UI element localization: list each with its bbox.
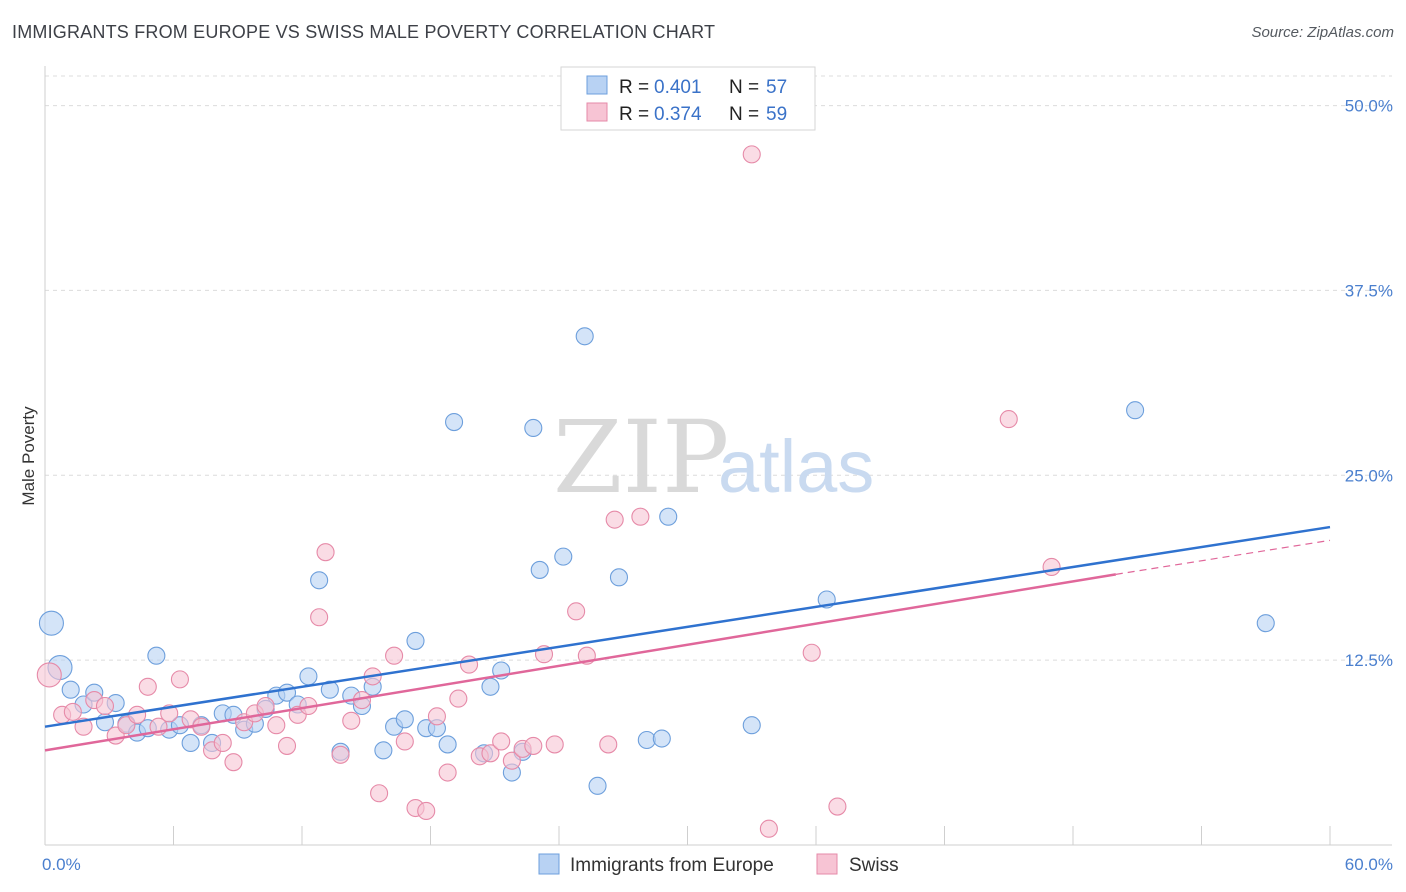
europe-point [588, 776, 607, 795]
europe-point [652, 729, 671, 748]
watermark-atlas: atlas [718, 425, 874, 508]
swiss-point [828, 797, 847, 816]
swiss-trend-extension [1115, 539, 1331, 575]
europe-point [530, 560, 549, 579]
series-name-2: Swiss [849, 855, 899, 876]
swiss-point [395, 732, 414, 751]
swiss-point [316, 543, 335, 562]
x-tick-label-1: 60.0% [1345, 855, 1393, 874]
grid [45, 75, 1392, 661]
legend-n-value-2: 59 [766, 104, 787, 125]
legend-n-label-1: N = [729, 77, 759, 98]
swiss-point [492, 732, 511, 751]
swiss-point [277, 736, 297, 755]
europe-point [637, 730, 656, 750]
swiss-point [802, 643, 821, 662]
swiss-point [1042, 557, 1061, 577]
swiss-point [599, 735, 618, 754]
x-tick-label-0: 0.0% [42, 855, 81, 874]
europe-point [554, 547, 573, 566]
watermark-zip: ZIP [553, 399, 729, 516]
y-tick-label-2: 37.5% [1345, 281, 1393, 300]
axes: 12.5% 25.0% 37.5% 50.0% 0.0% 60.0% [42, 66, 1393, 874]
swiss-point [138, 677, 157, 696]
europe-point [38, 610, 64, 636]
legend-swatch-pink [586, 102, 608, 122]
europe-point [61, 680, 80, 699]
swiss-point [567, 602, 586, 621]
watermark: ZIP atlas [553, 399, 874, 516]
legend-n-value-1: 57 [766, 77, 787, 98]
trend-lines [44, 525, 1331, 752]
europe-point [445, 412, 464, 432]
europe-point [374, 741, 393, 760]
series-swatch-blue [538, 853, 560, 875]
europe-point [742, 716, 761, 735]
swiss-point [267, 716, 286, 735]
europe-point [395, 710, 414, 729]
legend-r-label-1: R = [619, 77, 649, 98]
swiss-point [331, 745, 350, 764]
swiss-trend-line [44, 573, 1117, 752]
europe-point [659, 507, 678, 526]
europe-point [310, 571, 329, 590]
swiss-point [524, 736, 543, 755]
swiss-point [370, 784, 389, 803]
swiss-point [417, 801, 436, 821]
correlation-legend: R = 0.401 N = 57 R = 0.374 N = 59 [560, 66, 816, 131]
europe-trend-line [44, 525, 1331, 728]
europe-point [438, 735, 457, 754]
swiss-point [342, 711, 361, 730]
swiss-point [742, 145, 761, 164]
series-swatch-pink [816, 853, 838, 875]
swiss-point [170, 670, 189, 689]
swiss-point [213, 733, 232, 753]
y-tick-label-1: 25.0% [1345, 466, 1393, 485]
europe-point [575, 327, 594, 346]
swiss-point [224, 753, 243, 772]
swiss-point [631, 507, 650, 526]
y-tick-label-3: 50.0% [1345, 97, 1393, 116]
europe-point [609, 568, 629, 587]
swiss-point [759, 819, 778, 838]
chart-source: Source: ZipAtlas.com [1251, 24, 1394, 41]
swiss-point [999, 410, 1018, 429]
legend-n-label-2: N = [729, 104, 759, 125]
swiss-point [605, 510, 624, 529]
data-points [36, 145, 1275, 838]
swiss-point [63, 702, 82, 721]
chart-title: IMMIGRANTS FROM EUROPE VS SWISS MALE POV… [12, 22, 716, 42]
europe-point [147, 646, 166, 665]
y-tick-label-0: 12.5% [1345, 651, 1393, 670]
swiss-point [427, 707, 446, 726]
legend-swatch-blue [586, 75, 608, 95]
legend-r-label-2: R = [619, 104, 649, 125]
swiss-point [36, 662, 62, 688]
swiss-point [310, 608, 329, 627]
europe-point [524, 418, 543, 438]
europe-point [481, 677, 500, 696]
swiss-point [95, 696, 115, 716]
swiss-point [449, 689, 468, 708]
swiss-point [385, 646, 404, 665]
europe-point [181, 733, 200, 753]
y-axis-label: Male Poverty [19, 406, 38, 506]
series-name-1: Immigrants from Europe [570, 855, 774, 876]
europe-point [1126, 401, 1145, 420]
swiss-point [128, 705, 147, 724]
swiss-point [502, 751, 521, 770]
europe-point [299, 667, 318, 686]
swiss-point [545, 735, 564, 754]
legend-r-value-1: 0.401 [654, 77, 702, 98]
series-legend: Immigrants from Europe Swiss [538, 853, 899, 876]
swiss-point [438, 763, 457, 782]
europe-point [1256, 614, 1275, 633]
legend-r-value-2: 0.374 [654, 104, 702, 125]
swiss-point [481, 744, 500, 763]
europe-point [406, 631, 425, 650]
